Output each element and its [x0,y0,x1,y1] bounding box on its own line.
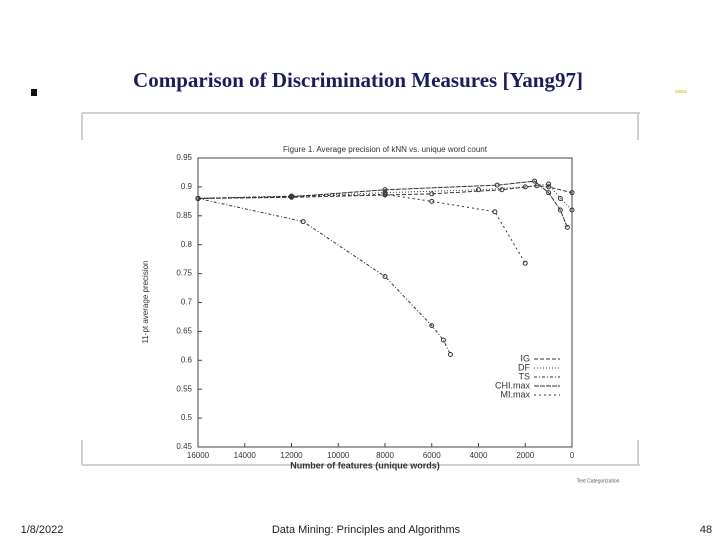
y-tick-label: 0.7 [181,298,193,307]
y-tick-label: 0.85 [176,211,192,220]
x-tick-label: 12000 [280,451,303,460]
plot-frame [197,157,573,448]
legend-label: CHI.max [495,380,531,390]
legend-label: DF [518,362,530,372]
series-point [499,187,505,193]
series-point [522,184,528,190]
series-point [546,190,552,196]
x-tick-label: 4000 [470,451,488,460]
x-tick-label: 2000 [516,451,534,460]
series-point [476,187,481,193]
series-line [197,183,573,211]
chart: Figure 1. Average precision of kNN vs. u… [141,145,620,484]
series-point [532,178,538,184]
series-point [382,273,388,279]
y-tick-label: 0.5 [181,413,193,422]
x-axis-label: Number of features (unique words) [290,460,440,470]
series-point [492,209,498,215]
y-tick-label: 0.45 [176,442,192,451]
series-point [382,191,388,197]
y-tick-label: 0.95 [176,153,192,162]
series-point [382,187,388,193]
y-tick-label: 0.8 [181,240,193,249]
image-frame [81,112,640,466]
legend-label: IG [520,353,530,363]
series-point [300,219,306,225]
series-point [440,337,446,343]
series-point [522,260,528,266]
x-tick-label: 16000 [187,451,210,460]
y-tick-label: 0.6 [181,355,193,364]
series-point [564,224,570,230]
bullet [31,89,37,96]
x-tick-label: 14000 [234,451,257,460]
note: Text Categorization [577,478,620,484]
series-point [289,193,294,199]
y-tick-label: 0.55 [176,384,192,393]
series-line [197,180,568,228]
series-point [429,198,435,204]
x-tick-label: 8000 [376,451,394,460]
x-tick-label: 0 [570,451,575,460]
y-axis-label: 11-pt average precision [141,260,150,343]
series-point [494,182,500,188]
series-point [195,195,201,201]
series-point [447,352,453,358]
legend-label: MI.max [500,389,530,399]
series-line [197,197,451,355]
series-point [534,183,540,189]
series-point [429,323,435,329]
series-point [569,207,575,213]
y-tick-label: 0.75 [176,269,192,278]
x-tick-label: 10000 [327,451,350,460]
series-point [557,207,563,213]
footer-page: 48 [700,524,712,536]
y-tick-label: 0.65 [176,327,192,336]
footer-date: 1/8/2022 [21,524,64,536]
series-point [382,190,388,196]
decoration [675,90,687,93]
series-point [429,191,435,197]
x-tick-label: 6000 [423,451,441,460]
series-point [546,181,552,187]
series-point [569,190,575,196]
series-line [197,193,526,264]
footer-center: Data Mining: Principles and Algorithms [272,524,461,536]
y-tick-label: 0.9 [181,182,193,191]
slide-title: Comparison of Discrimination Measures [Y… [133,68,583,92]
chart-title: Figure 1. Average precision of kNN vs. u… [283,145,488,154]
legend-label: TS [518,371,530,381]
series-point [557,195,563,201]
